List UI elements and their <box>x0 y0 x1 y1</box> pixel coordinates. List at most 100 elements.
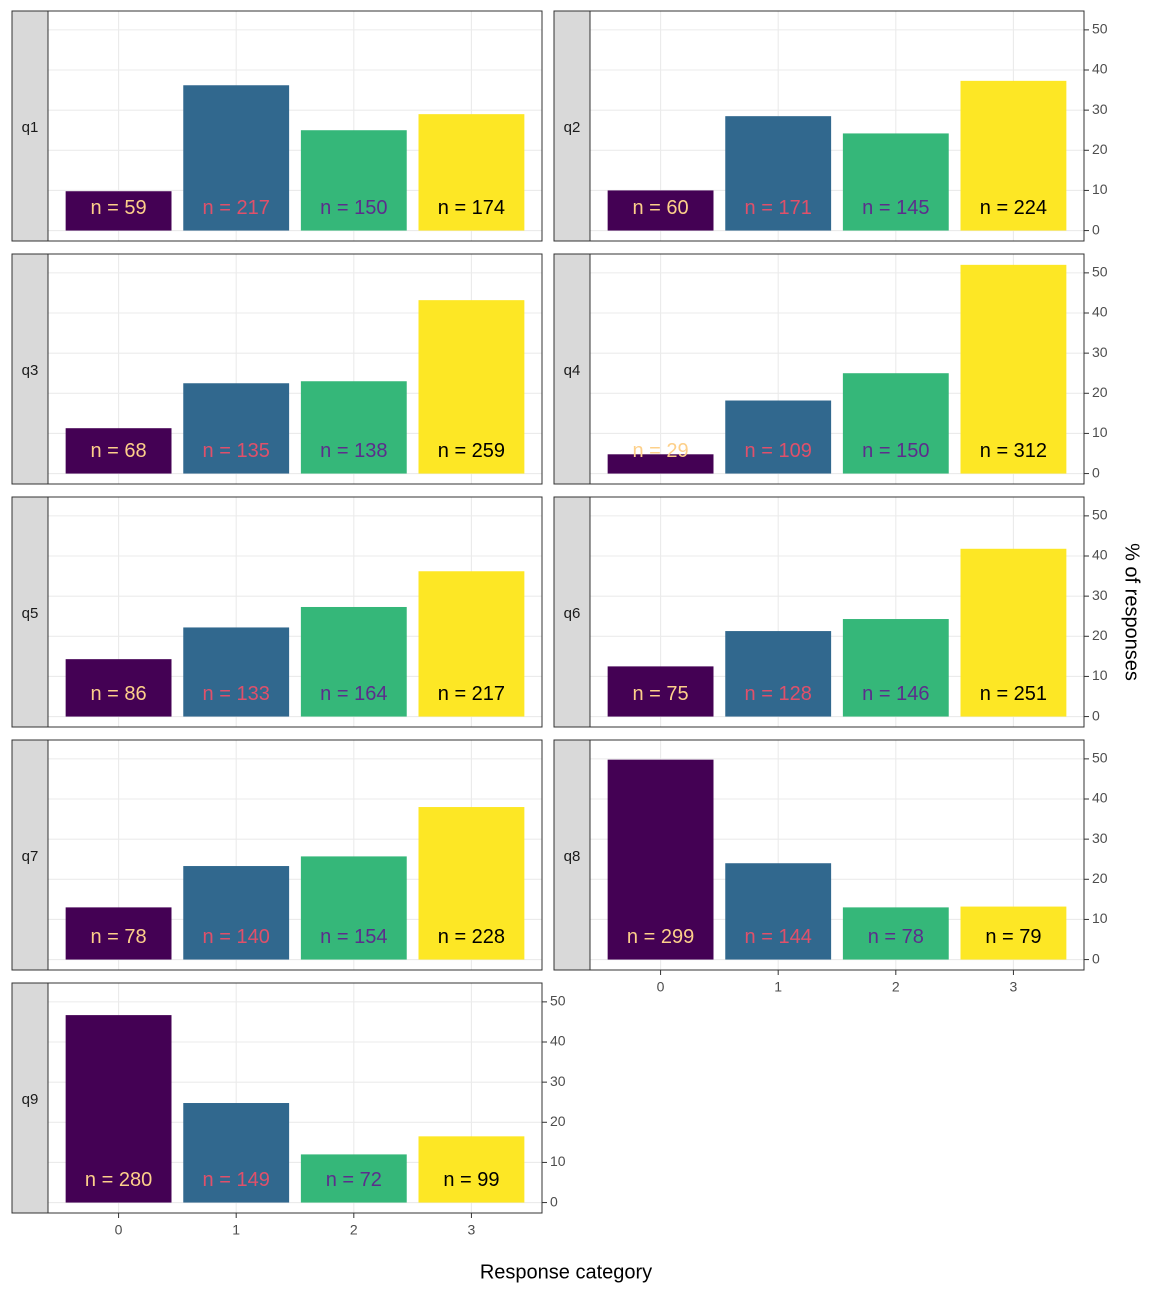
bar <box>842 619 949 717</box>
y-tick-label: 20 <box>550 1113 566 1129</box>
bar <box>300 1154 407 1203</box>
bar-label: n = 72 <box>326 1169 382 1191</box>
strip <box>11 253 49 485</box>
bar-label: n = 78 <box>90 926 146 948</box>
strip-label: q1 <box>22 119 39 136</box>
strip <box>11 982 49 1214</box>
y-tick-label: 40 <box>1092 790 1108 806</box>
strip <box>11 10 49 242</box>
bar-label: n = 68 <box>90 440 146 462</box>
bar-label: n = 146 <box>862 683 929 705</box>
bar-label: n = 280 <box>85 1169 152 1191</box>
bar-label: n = 171 <box>745 197 812 219</box>
bar <box>65 191 172 231</box>
bar <box>418 1136 525 1203</box>
y-tick-label: 50 <box>1092 507 1108 523</box>
bar-label: n = 259 <box>438 440 505 462</box>
bar-label: n = 154 <box>320 926 387 948</box>
bar-label: n = 312 <box>980 440 1047 462</box>
bar <box>842 133 949 231</box>
bar <box>418 807 525 960</box>
bar <box>960 264 1067 474</box>
strip-label: q9 <box>22 1091 39 1108</box>
bar-label: n = 217 <box>438 683 505 705</box>
y-tick-label: 10 <box>1092 910 1108 926</box>
strip <box>11 496 49 728</box>
bar <box>960 548 1067 717</box>
y-tick-label: 20 <box>1092 141 1108 157</box>
bar-label: n = 150 <box>862 440 929 462</box>
strip <box>553 10 591 242</box>
bar <box>183 866 290 960</box>
strip-label: q2 <box>564 119 581 136</box>
bar <box>300 606 407 717</box>
y-tick-label: 30 <box>1092 587 1108 603</box>
bar-label: n = 224 <box>980 197 1047 219</box>
strip-label: q4 <box>564 362 581 379</box>
bar-label: n = 144 <box>745 926 812 948</box>
bar-label: n = 86 <box>90 683 146 705</box>
bar-label: n = 109 <box>745 440 812 462</box>
bar-label: n = 59 <box>90 197 146 219</box>
y-tick-label: 40 <box>1092 547 1108 563</box>
y-axis-title: % of responses <box>1121 543 1143 681</box>
strip-label: q5 <box>22 605 39 622</box>
bar <box>607 666 714 717</box>
bar <box>418 571 525 717</box>
bar <box>842 373 949 474</box>
x-tick-label: 3 <box>1010 979 1018 995</box>
bar-label: n = 251 <box>980 683 1047 705</box>
bar-label: n = 60 <box>632 197 688 219</box>
y-tick-label: 30 <box>1092 344 1108 360</box>
y-tick-label: 30 <box>550 1073 566 1089</box>
x-axis-title: Response category <box>480 1261 652 1283</box>
bar <box>725 116 832 231</box>
bar <box>725 631 832 717</box>
bar <box>183 85 290 231</box>
bar-label: n = 128 <box>745 683 812 705</box>
bar-label: n = 228 <box>438 926 505 948</box>
bar <box>183 1103 290 1203</box>
y-tick-label: 50 <box>1092 750 1108 766</box>
strip-label: q6 <box>564 605 581 622</box>
strip-label: q3 <box>22 362 39 379</box>
strip-label: q8 <box>564 848 581 865</box>
y-tick-label: 10 <box>1092 424 1108 440</box>
y-tick-label: 0 <box>1092 707 1100 723</box>
y-tick-label: 10 <box>550 1153 566 1169</box>
bar <box>418 300 525 474</box>
bar <box>300 130 407 231</box>
strip <box>553 496 591 728</box>
bar-label: n = 164 <box>320 683 387 705</box>
bar-label: n = 78 <box>868 926 924 948</box>
bar <box>418 114 525 231</box>
bar <box>607 759 714 960</box>
y-tick-label: 30 <box>1092 101 1108 117</box>
y-tick-label: 10 <box>1092 667 1108 683</box>
strip <box>553 739 591 971</box>
y-tick-label: 0 <box>1092 464 1100 480</box>
strip-label: q7 <box>22 848 39 865</box>
y-tick-label: 0 <box>550 1193 558 1209</box>
bar-label: n = 150 <box>320 197 387 219</box>
y-tick-label: 30 <box>1092 830 1108 846</box>
x-tick-label: 2 <box>350 1222 358 1238</box>
y-tick-label: 0 <box>1092 950 1100 966</box>
bar <box>960 80 1067 231</box>
bar-label: n = 217 <box>203 197 270 219</box>
bar <box>607 190 714 231</box>
y-tick-label: 40 <box>550 1033 566 1049</box>
y-tick-label: 40 <box>1092 61 1108 77</box>
bar-label: n = 149 <box>203 1169 270 1191</box>
bar-label: n = 145 <box>862 197 929 219</box>
bar-label: n = 79 <box>985 926 1041 948</box>
y-tick-label: 20 <box>1092 870 1108 886</box>
strip <box>11 739 49 971</box>
y-tick-label: 0 <box>1092 221 1100 237</box>
bar-label: n = 138 <box>320 440 387 462</box>
y-tick-label: 20 <box>1092 627 1108 643</box>
y-tick-label: 20 <box>1092 384 1108 400</box>
bar-label: n = 174 <box>438 197 505 219</box>
bar-label: n = 99 <box>443 1169 499 1191</box>
